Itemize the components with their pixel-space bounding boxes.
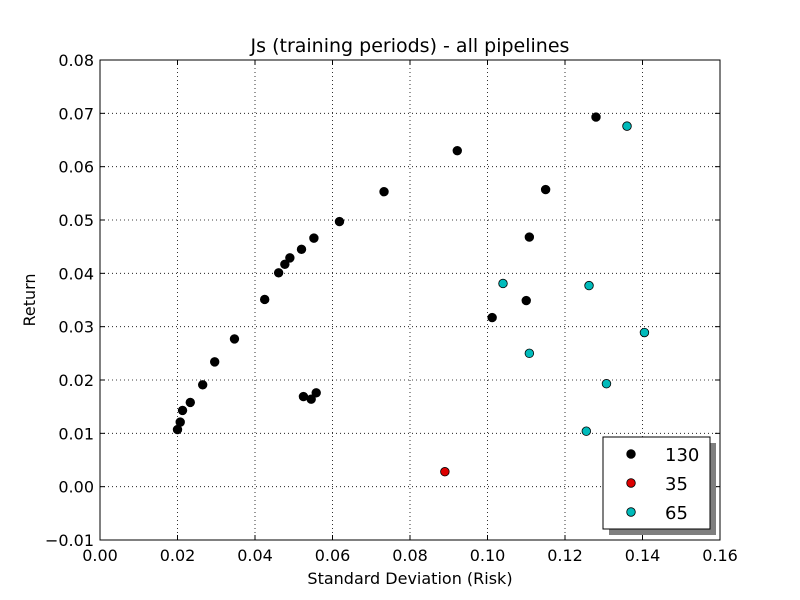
data-point-65: [622, 121, 632, 131]
legend-label-35: 35: [665, 474, 688, 495]
data-point-65: [524, 348, 535, 359]
x-tick-label: 0.12: [547, 546, 583, 565]
legend-label-65: 65: [665, 503, 688, 524]
data-point-35: [440, 467, 450, 477]
x-tick-label: 0.00: [82, 546, 118, 565]
data-point-130: [298, 391, 309, 402]
data-point-130: [185, 397, 195, 408]
x-tick-label: 0.08: [392, 546, 428, 565]
data-point-65: [581, 426, 592, 436]
x-tick-label: 0.10: [470, 546, 506, 565]
y-tick-label: 0.08: [58, 51, 94, 70]
data-point-130: [280, 259, 290, 269]
y-tick-label: −0.01: [45, 531, 94, 550]
data-point-130: [524, 232, 535, 242]
data-point-130: [197, 380, 208, 390]
x-tick-label: 0.16: [702, 546, 738, 565]
x-tick-label: 0.04: [237, 546, 273, 565]
y-tick-label: 0.06: [58, 158, 94, 177]
data-point-130: [452, 145, 462, 156]
legend-marker-130: [626, 449, 636, 459]
y-tick-label: 0.02: [58, 371, 94, 390]
data-point-130: [209, 357, 220, 367]
y-tick-labels: −0.01 0.00 0.01 0.02 0.03 0.04 0.05 0.06 0.07 0.0…: [45, 51, 94, 550]
data-point-130: [177, 405, 188, 416]
data-point-130: [306, 394, 316, 404]
x-tick-label: 0.14: [625, 546, 661, 565]
y-tick-label: 0.00: [58, 478, 94, 497]
data-point-130: [540, 184, 551, 195]
legend-box: [602, 436, 711, 530]
data-point-130: [285, 253, 295, 263]
data-point-130: [379, 187, 389, 197]
x-axis-label: Standard Deviation (Risk): [307, 569, 512, 588]
legend-marker-65: [626, 507, 636, 517]
y-tick-label: 0.05: [58, 211, 94, 230]
data-point-130: [273, 268, 284, 278]
data-point-130: [175, 417, 185, 427]
data-point-130: [229, 334, 240, 344]
data-point-130: [521, 295, 531, 306]
y-axis-label: Return: [20, 273, 39, 326]
legend-label-130: 130: [665, 445, 699, 466]
legend: 130 35 65: [602, 436, 716, 535]
y-tick-label: 0.01: [58, 424, 94, 443]
x-tick-labels: 0.00 0.02 0.04 0.06 0.08 0.10 0.12 0.14 0.16: [82, 546, 738, 565]
data-point-65: [584, 280, 594, 291]
data-point-130: [487, 312, 497, 323]
data-point-130: [311, 388, 321, 398]
y-tick-label: 0.03: [58, 318, 94, 337]
data-point-65: [639, 327, 650, 338]
data-point-130: [259, 294, 270, 305]
data-point-65: [498, 278, 508, 289]
data-point-65: [601, 379, 612, 389]
chart-title: Js (training periods) - all pipelines: [250, 35, 570, 57]
data-points: [172, 112, 650, 477]
data-point-130: [591, 112, 601, 122]
y-tick-label: 0.07: [58, 104, 94, 123]
x-tick-label: 0.06: [315, 546, 351, 565]
y-tick-label: 0.04: [58, 264, 94, 283]
data-point-130: [296, 244, 307, 255]
axis-ticks: [99, 59, 721, 541]
legend-marker-35: [626, 478, 636, 488]
x-tick-label: 0.02: [160, 546, 196, 565]
data-point-130: [309, 233, 319, 243]
data-point-130: [334, 216, 345, 227]
